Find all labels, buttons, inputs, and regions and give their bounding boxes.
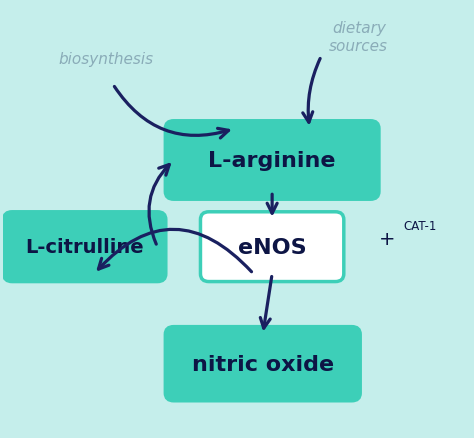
FancyBboxPatch shape bbox=[165, 121, 379, 200]
Text: biosynthesis: biosynthesis bbox=[58, 52, 154, 67]
Text: CAT-1: CAT-1 bbox=[403, 219, 437, 232]
Text: dietary
sources: dietary sources bbox=[329, 21, 388, 53]
Text: L-arginine: L-arginine bbox=[209, 151, 336, 170]
FancyBboxPatch shape bbox=[201, 212, 344, 282]
Text: nitric oxide: nitric oxide bbox=[191, 354, 334, 374]
FancyBboxPatch shape bbox=[4, 212, 166, 282]
Text: eNOS: eNOS bbox=[238, 237, 307, 257]
FancyBboxPatch shape bbox=[165, 327, 360, 401]
Text: +: + bbox=[379, 229, 395, 248]
Text: L-citrulline: L-citrulline bbox=[26, 238, 144, 257]
